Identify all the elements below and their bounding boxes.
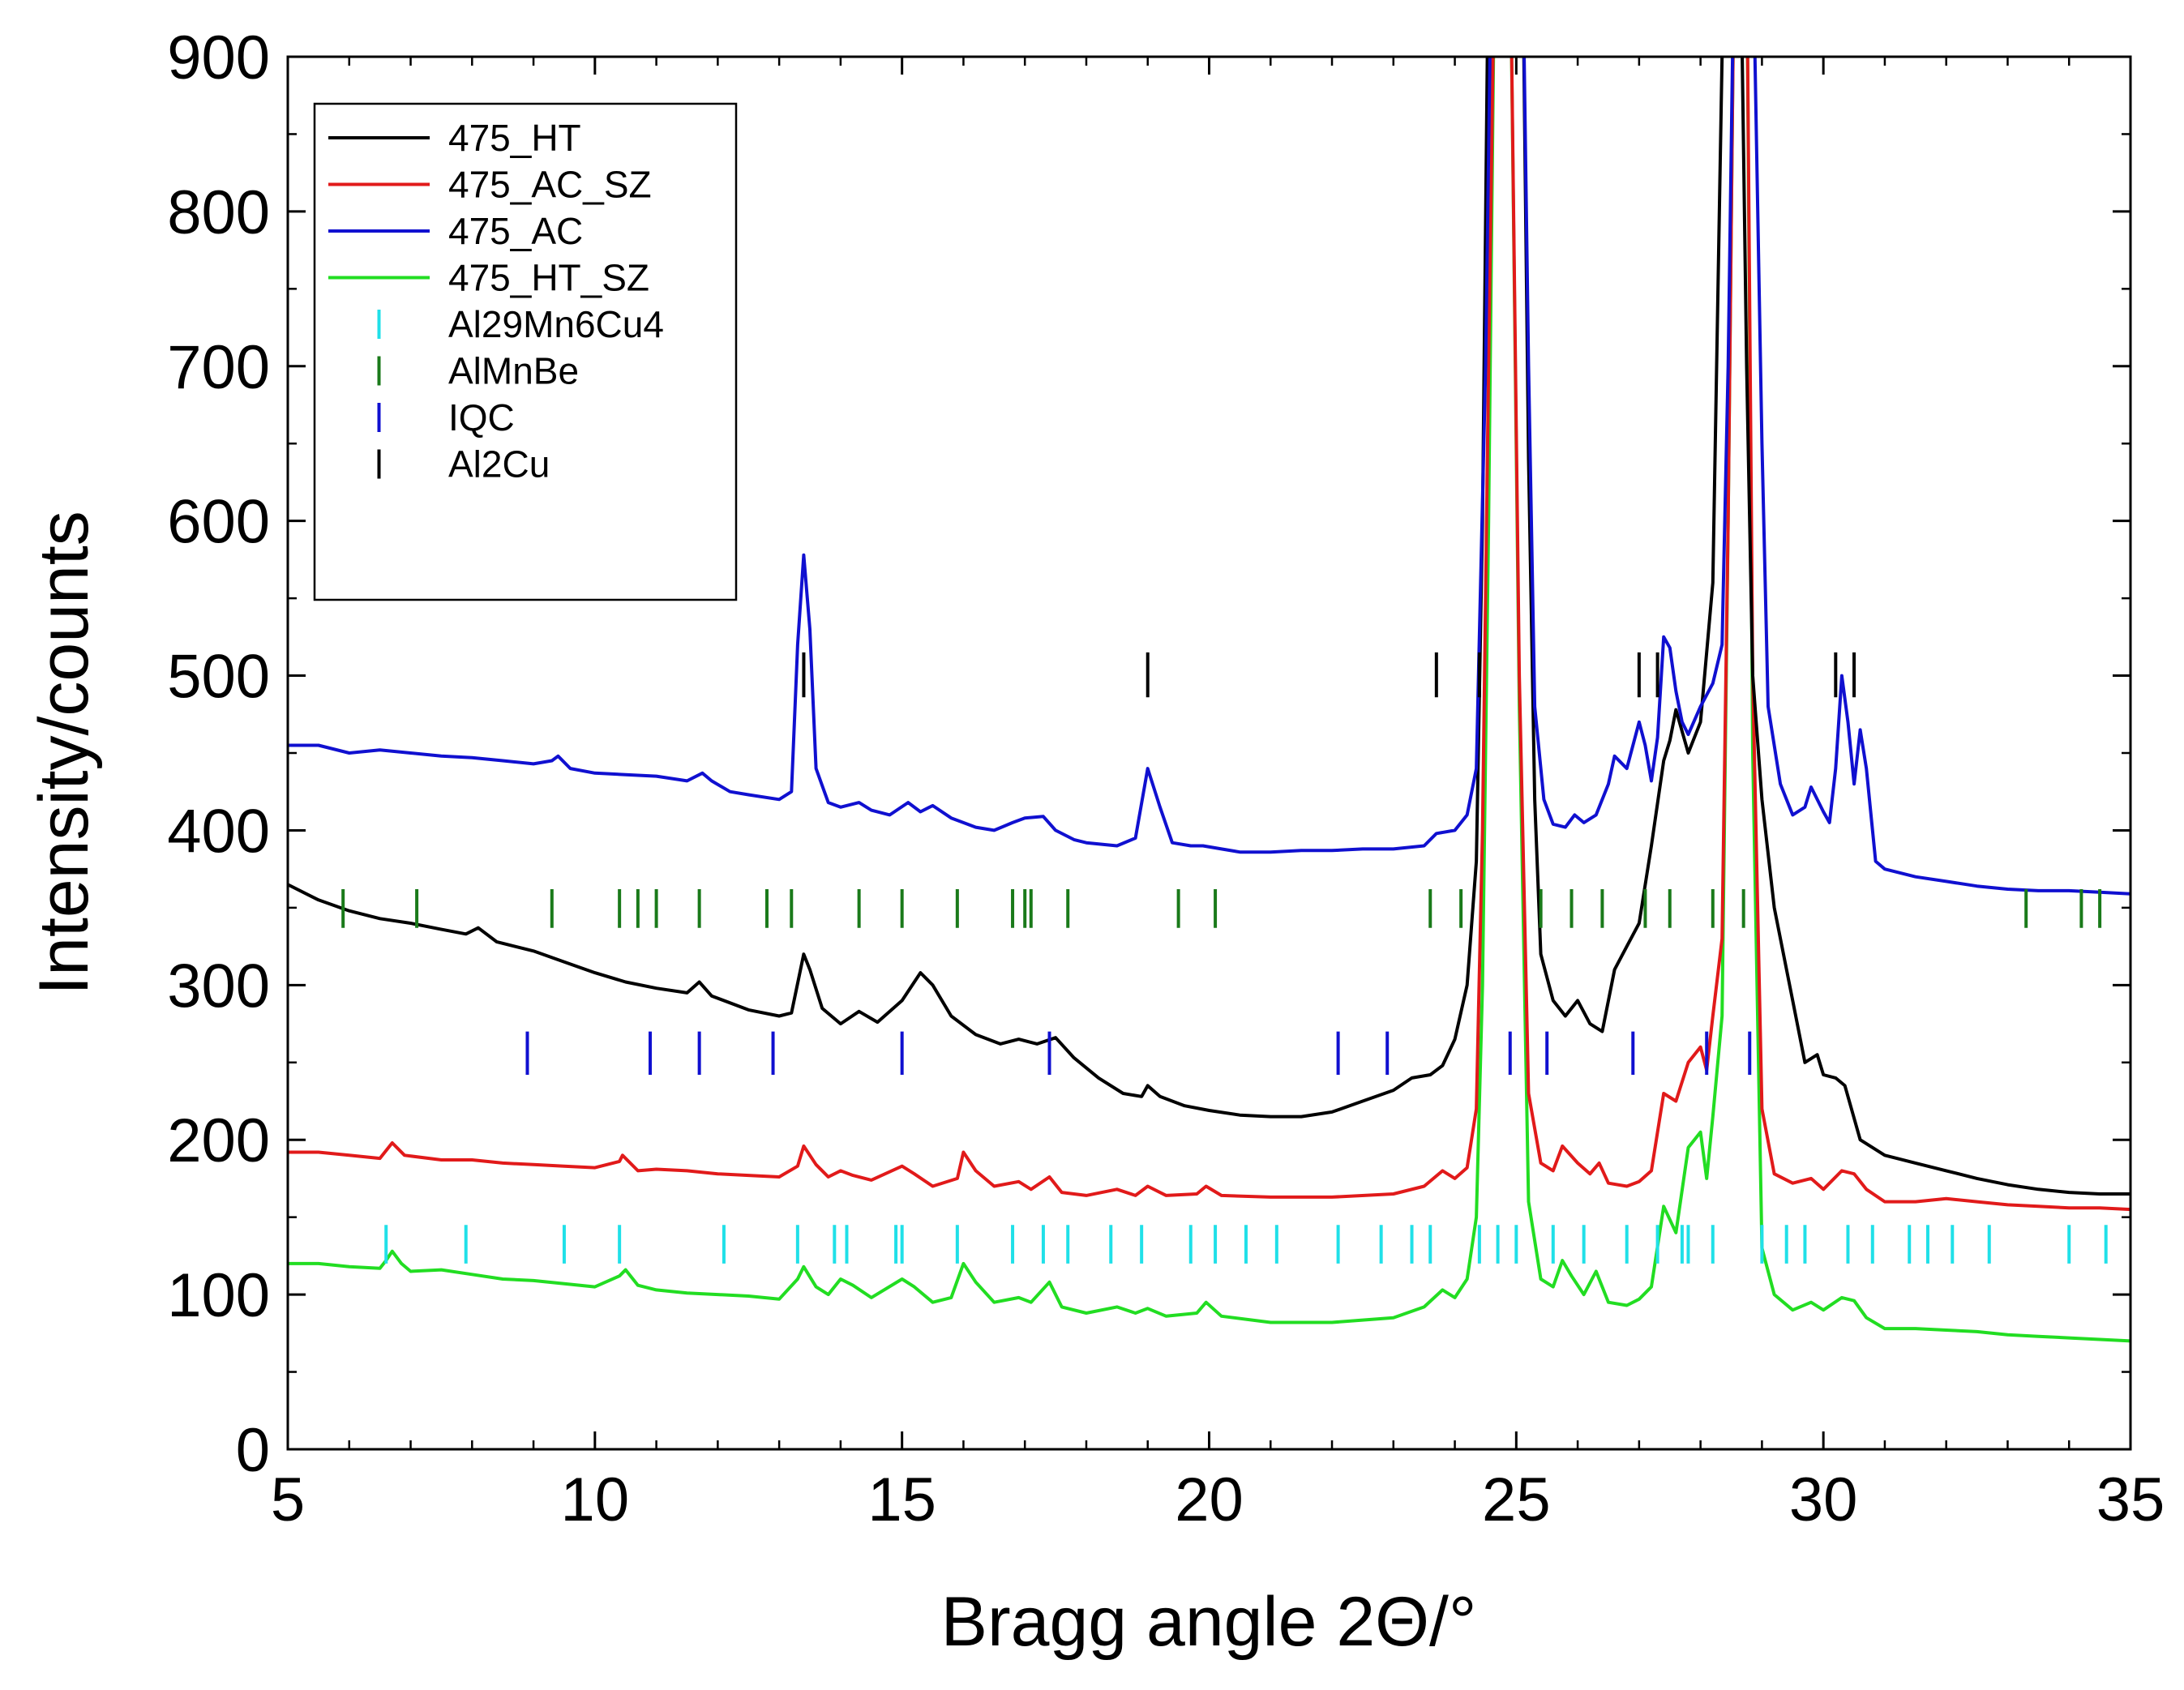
x-axis-title: Bragg angle 2Θ/°	[941, 1583, 1477, 1661]
x-tick-label: 5	[271, 1465, 305, 1534]
reflection-marker-layer	[341, 652, 2108, 1264]
legend-label: 475_HT_SZ	[448, 257, 649, 299]
legend-label: IQC	[448, 396, 515, 439]
y-tick-label: 700	[167, 333, 270, 402]
legend-box	[313, 102, 738, 601]
x-tick-label: 35	[2096, 1465, 2165, 1534]
legend-label: 475_AC_SZ	[448, 164, 652, 206]
x-tick-label: 25	[1482, 1465, 1551, 1534]
y-tick-label: 400	[167, 797, 270, 866]
legend-label: 475_HT	[448, 117, 581, 159]
series-line-475-ac-sz	[288, 57, 2130, 1212]
y-tick-label: 300	[167, 952, 270, 1020]
legend-label: Al2Cu	[448, 443, 550, 486]
y-tick-label: 200	[167, 1106, 270, 1175]
y-tick-label: 500	[167, 643, 270, 712]
y-tick-label: 800	[167, 178, 270, 247]
y-tick-label: 0	[236, 1416, 270, 1485]
y-tick-label: 600	[167, 488, 270, 557]
legend-label: AlMnBe	[448, 350, 579, 392]
series-line-475-ht	[288, 57, 2130, 1196]
y-tick-label: 100	[167, 1261, 270, 1330]
legend-label: 475_AC	[448, 210, 583, 252]
x-tick-label: 10	[561, 1465, 630, 1534]
series-line-475-ac	[288, 57, 2130, 896]
legend-label: Al29Mn6Cu4	[448, 303, 664, 345]
series-line-475-ht-sz	[288, 57, 2130, 1343]
axis-ticks: 5 10 15 20 25 30 35 0 100 200 300 400 500 600 700 800 90…	[167, 24, 2165, 1534]
y-tick-label: 900	[167, 24, 270, 92]
x-tick-label: 20	[1175, 1465, 1244, 1534]
x-tick-label: 15	[867, 1465, 936, 1534]
x-tick-label: 30	[1789, 1465, 1858, 1534]
y-axis-title: Intensity/counts	[25, 511, 103, 995]
series-layer	[288, 57, 2130, 1343]
